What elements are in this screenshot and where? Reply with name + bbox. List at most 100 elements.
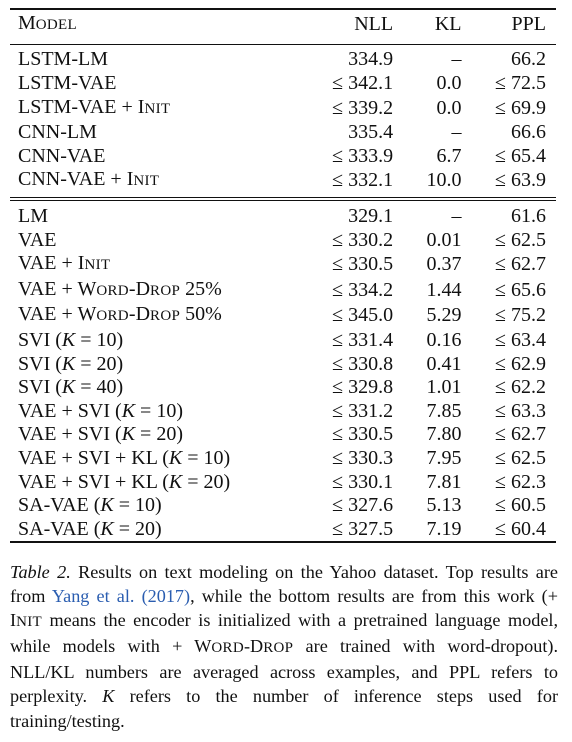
bottom-rule — [10, 541, 556, 543]
caption-citation-link[interactable]: Yang et al. (2017) — [51, 586, 191, 607]
table-row: CNN-LM 335.4 – 66.6 — [10, 121, 556, 145]
column-header-nll: NLL — [354, 13, 394, 36]
cell-ppl: ≤ 72.5 — [495, 72, 546, 94]
column-header-model: MODEL — [18, 12, 77, 35]
cell-nll: ≤ 333.9 — [332, 144, 394, 167]
cell-kl: 0.01 — [426, 228, 462, 251]
cell-model: VAE + SVI + KL (K = 20) — [18, 470, 231, 493]
cell-kl: 7.19 — [426, 517, 462, 540]
cell-model: SVI (K = 40) — [18, 376, 124, 399]
cell-ppl: 66.2 — [511, 48, 546, 71]
table-row: LSTM-VAE + INIT ≤ 339.2 0.0 ≤ 69.9 — [10, 96, 556, 122]
cell-nll: ≤ 345.0 — [332, 304, 394, 327]
cell-ppl: ≤ 63.4 — [495, 328, 546, 351]
cell-model: CNN-LM — [18, 121, 97, 144]
cell-ppl: 61.6 — [511, 204, 546, 227]
top-rule — [10, 8, 556, 10]
cell-kl: 7.95 — [426, 446, 462, 469]
cell-model: VAE + INIT — [18, 252, 111, 275]
cell-nll: ≤ 330.8 — [332, 352, 394, 375]
cell-kl: 0.16 — [426, 328, 462, 351]
cell-kl: 1.01 — [426, 376, 462, 399]
table-header-row: MODEL NLL KL PPL — [10, 0, 556, 44]
cell-model: VAE + SVI (K = 10) — [18, 399, 183, 422]
cell-nll: ≤ 331.4 — [332, 328, 394, 351]
cell-model: LSTM-LM — [18, 48, 108, 71]
cell-ppl: ≤ 60.5 — [495, 494, 546, 517]
cell-kl: 1.44 — [426, 278, 462, 301]
table-row: VAE + INIT ≤ 330.5 0.37 ≤ 62.7 — [10, 252, 556, 278]
cell-ppl: ≤ 62.7 — [495, 253, 546, 276]
cell-model: SA-VAE (K = 20) — [18, 517, 162, 540]
cell-kl: 7.85 — [426, 399, 462, 422]
cell-nll: ≤ 329.8 — [332, 376, 394, 399]
table-row: SVI (K = 10) ≤ 331.4 0.16 ≤ 63.4 — [10, 329, 556, 353]
caption-label: Table 2. — [10, 562, 71, 582]
table-row: SVI (K = 40) ≤ 329.8 1.01 ≤ 62.2 — [10, 376, 556, 400]
cell-nll: ≤ 330.5 — [332, 253, 394, 276]
cell-kl: 0.37 — [426, 253, 462, 276]
table-row: VAE + WORD-DROP 25% ≤ 334.2 1.44 ≤ 65.6 — [10, 278, 556, 304]
cell-nll: ≤ 330.5 — [332, 423, 394, 446]
cell-kl: 0.0 — [436, 72, 462, 94]
cell-ppl: ≤ 62.5 — [495, 446, 546, 469]
cell-model: SVI (K = 10) — [18, 328, 124, 351]
cell-kl: 7.81 — [426, 470, 462, 493]
table-row: LSTM-LM 334.9 – 66.2 — [10, 44, 556, 72]
table-row: CNN-VAE + INIT ≤ 332.1 10.0 ≤ 63.9 — [10, 168, 556, 194]
cell-nll: ≤ 330.1 — [332, 470, 394, 493]
table-row: VAE + SVI (K = 20) ≤ 330.5 7.80 ≤ 62.7 — [10, 423, 556, 447]
cell-kl: 7.80 — [426, 423, 462, 446]
table-row: CNN-VAE ≤ 333.9 6.7 ≤ 65.4 — [10, 145, 556, 169]
cell-ppl: ≤ 63.9 — [495, 169, 546, 192]
cell-nll: 334.9 — [348, 48, 394, 71]
cell-nll: ≤ 330.3 — [332, 446, 394, 469]
cell-nll: ≤ 327.6 — [332, 494, 394, 517]
cell-kl: 5.29 — [426, 304, 462, 327]
cell-nll: ≤ 342.1 — [332, 72, 394, 94]
cell-ppl: 66.6 — [511, 121, 546, 144]
cell-kl: 5.13 — [426, 494, 462, 517]
cell-ppl: ≤ 69.9 — [495, 96, 546, 119]
cell-nll: ≤ 339.2 — [332, 96, 394, 119]
cell-kl: – — [451, 204, 462, 227]
group-separator-rule-1 — [10, 197, 556, 198]
cell-nll: ≤ 334.2 — [332, 278, 394, 301]
cell-kl: – — [451, 121, 462, 144]
cell-ppl: ≤ 63.3 — [495, 399, 546, 422]
cell-nll: ≤ 327.5 — [332, 517, 394, 540]
cell-kl: 10.0 — [426, 169, 462, 192]
cell-ppl: ≤ 62.2 — [495, 376, 546, 399]
cell-model: LM — [18, 204, 48, 227]
results-table-body: MODEL NLL KL PPL LSTM-LM 334.9 – 66.2 LSTM-VAE ≤ … — [10, 0, 556, 541]
column-header-ppl: PPL — [511, 13, 546, 36]
table-caption: Table 2. Results on text modeling on the… — [10, 560, 558, 733]
cell-model: LSTM-VAE + INIT — [18, 95, 171, 118]
table-row: VAE ≤ 330.2 0.01 ≤ 62.5 — [10, 229, 556, 253]
cell-model: CNN-VAE — [18, 144, 106, 167]
cell-model: SA-VAE (K = 10) — [18, 494, 162, 517]
cell-ppl: ≤ 65.6 — [495, 278, 546, 301]
cell-ppl: ≤ 62.7 — [495, 423, 546, 446]
cell-nll: ≤ 330.2 — [332, 228, 394, 251]
table-row: VAE + SVI + KL (K = 20) ≤ 330.1 7.81 ≤ 62.3 — [10, 471, 556, 495]
table-row: LM 329.1 – 61.6 — [10, 205, 556, 229]
cell-ppl: ≤ 60.4 — [495, 517, 546, 540]
cell-model: VAE — [18, 228, 57, 251]
cell-model: CNN-VAE + INIT — [18, 168, 160, 191]
cell-model: SVI (K = 20) — [18, 352, 124, 375]
cell-nll: 335.4 — [348, 121, 394, 144]
cell-nll: ≤ 332.1 — [332, 169, 394, 192]
cell-nll: 329.1 — [348, 204, 394, 227]
table-row: SVI (K = 20) ≤ 330.8 0.41 ≤ 62.9 — [10, 353, 556, 377]
header-rule — [10, 44, 556, 45]
cell-ppl: ≤ 62.9 — [495, 352, 546, 375]
table-row: SA-VAE (K = 10) ≤ 327.6 5.13 ≤ 60.5 — [10, 494, 556, 518]
cell-ppl: ≤ 65.4 — [495, 144, 546, 167]
cell-model: VAE + WORD-DROP 50% — [18, 303, 222, 326]
cell-model: VAE + SVI (K = 20) — [18, 423, 183, 446]
table-row: VAE + SVI + KL (K = 10) ≤ 330.3 7.95 ≤ 62.5 — [10, 447, 556, 471]
table-row: VAE + WORD-DROP 50% ≤ 345.0 5.29 ≤ 75.2 — [10, 303, 556, 329]
cell-kl: 6.7 — [436, 144, 462, 167]
cell-ppl: ≤ 62.3 — [495, 470, 546, 493]
